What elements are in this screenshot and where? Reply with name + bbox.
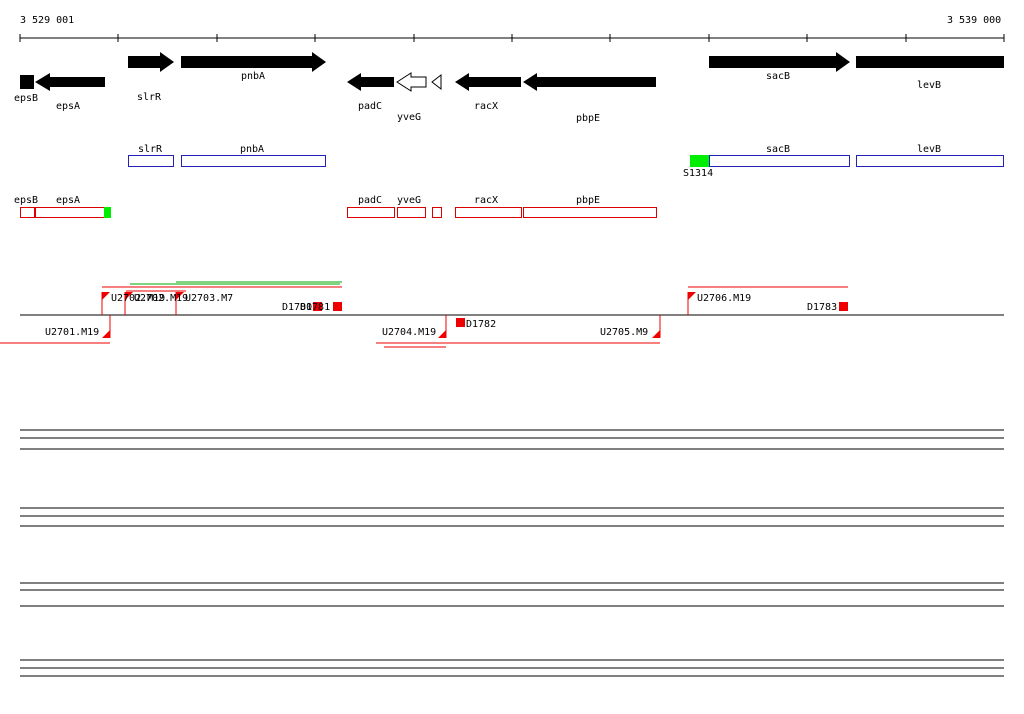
ruler-start-label: 3 529 001 [20,15,74,26]
gene2-box-sacB[interactable] [709,155,850,167]
gene-label-epsA: epsA [56,101,80,112]
expression-panel-multi-1 [20,429,1004,450]
gene-label-sacB: sacB [766,71,790,82]
gene3-box-epsB[interactable] [20,207,35,218]
feature-label: D1783 [807,302,837,313]
gene-label-slrR: slrR [137,92,162,103]
feature-label: U2706.M19 [697,293,751,304]
gene3-label-yveG: yveG [397,195,421,206]
feature-marker[interactable] [102,330,110,338]
expression-panel-pair-1 [20,582,1004,607]
feature-label: U2704.M19 [382,327,436,338]
gene3-label-epsA: epsA [56,195,80,206]
feature-label: U2702.M19 [134,293,188,304]
feature-marker[interactable] [438,330,446,338]
feature-block[interactable] [839,302,848,311]
gene2-label-levB: levB [917,144,941,155]
feature-marker[interactable] [125,292,133,300]
gene-arrow-pnbA[interactable] [181,52,326,72]
promoter-label-S1314: S1314 [683,168,713,179]
gene-label-racX: racX [474,101,498,112]
feature-marker[interactable] [652,330,660,338]
gene-label-yveG: yveG [397,112,421,123]
gene-arrow-pbpE[interactable] [523,73,656,91]
gene3-label-padC: padC [358,195,382,206]
gene-track-arrows: epsB epsA slrR pnbA padC yveG racX pbpE … [14,52,1004,124]
gene2-box-levB[interactable] [856,155,1004,167]
promoter-box-S1314[interactable] [690,155,709,167]
feature-label: U2701.M19 [45,327,99,338]
gene2-label-slrR: slrR [138,144,163,155]
gene-label-epsB: epsB [14,93,38,104]
gene-arrow-padC[interactable] [347,73,394,91]
gene2-box-pnbA[interactable] [181,155,326,167]
expression-panel-pair-2 [20,659,1004,677]
gene-arrow-levB[interactable] [856,56,1004,68]
feature-marker[interactable] [688,292,696,300]
gene3-box-yveG[interactable] [397,207,426,218]
feature-track: U2702.M19 U2702.M19 U2703.M7 U2706.M19 D… [0,281,1004,348]
gene-arrow-small[interactable] [431,73,442,91]
gene3-box-pbpE[interactable] [523,207,657,218]
gene-label-pnbA: pnbA [241,71,265,82]
gene3-label-racX: racX [474,195,498,206]
position-ruler: 3 529 001 3 539 000 [19,15,1005,42]
gene2-box-slrR[interactable] [128,155,174,167]
gene-label-pbpE: pbpE [576,113,600,124]
gene3-label-epsB: epsB [14,195,38,206]
feature-label: U2702.M19 [111,293,165,304]
feature-marker[interactable] [176,292,184,300]
gene3-box-racX[interactable] [455,207,522,218]
gene-track-blue: slrR pnbA S1314 sacB levB [128,144,1004,179]
gene3-box-padC[interactable] [347,207,395,218]
promoter-box-epsA[interactable] [104,207,111,218]
gene3-box-small[interactable] [432,207,442,218]
feature-block[interactable] [456,318,465,327]
feature-label: D1780 [282,302,312,313]
gene-arrow-yveG[interactable] [396,72,427,92]
gene-label-padC: padC [358,101,382,112]
feature-label: U2705.M9 [600,327,648,338]
feature-label: D1782 [466,319,496,330]
gene-label-levB: levB [917,80,941,91]
feature-label: D1781 [300,302,330,313]
feature-marker[interactable] [102,292,110,300]
ruler-ticks [19,34,1005,42]
feature-label: U2703.M7 [185,293,233,304]
expression-panel-multi-2 [20,507,1004,527]
gene-track-red: epsB epsA padC yveG racX pbpE [14,195,657,218]
feature-block[interactable] [333,302,342,311]
ruler-end-label: 3 539 000 [947,15,1001,26]
gene-arrow-epsA[interactable] [35,73,105,91]
gene2-label-pnbA: pnbA [240,144,264,155]
feature-block[interactable] [313,302,322,311]
gene3-label-pbpE: pbpE [576,195,600,206]
gene-arrow-racX[interactable] [455,73,521,91]
gene3-box-epsA[interactable] [35,207,105,218]
gene-arrow-epsB[interactable] [20,75,34,89]
gene2-label-sacB: sacB [766,144,790,155]
gene-arrow-slrR[interactable] [128,52,174,72]
gene-arrow-sacB[interactable] [709,52,850,72]
